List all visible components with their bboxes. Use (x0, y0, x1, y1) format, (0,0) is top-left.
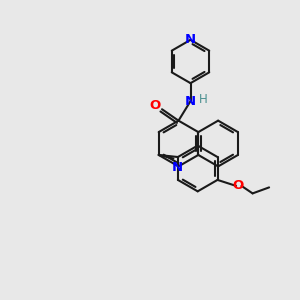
Text: O: O (232, 179, 243, 192)
Text: N: N (185, 94, 196, 108)
Text: N: N (171, 161, 183, 174)
Text: H: H (199, 93, 208, 106)
Text: N: N (185, 33, 196, 46)
Text: O: O (150, 99, 161, 112)
